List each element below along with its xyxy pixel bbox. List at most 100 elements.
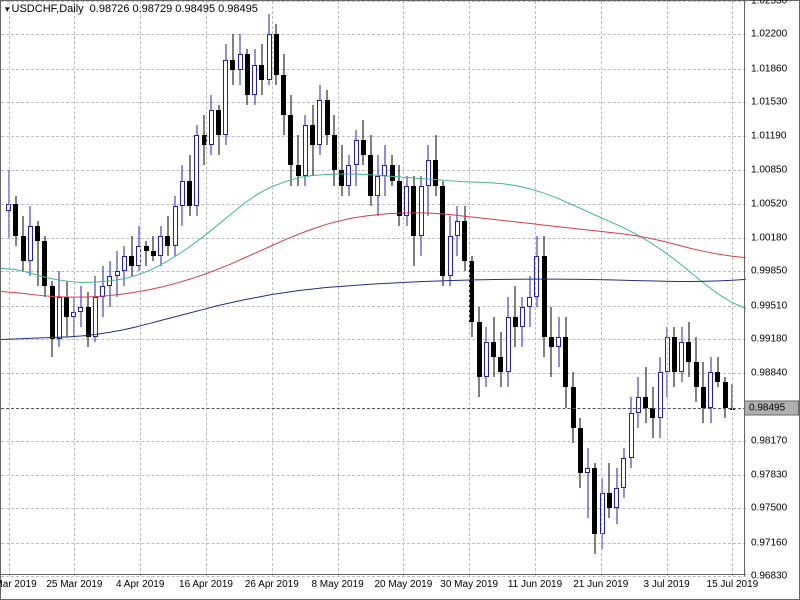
y-tick-label: 1.01190 — [751, 131, 786, 142]
candle — [506, 1, 511, 576]
grid-line-h — [1, 508, 746, 509]
dropdown-icon[interactable]: ▾ — [5, 4, 10, 15]
title-symbol: USDCHF,Daily — [12, 3, 84, 15]
grid-line-h — [1, 102, 746, 103]
grid-line-h — [1, 204, 746, 205]
candle — [592, 1, 597, 576]
x-tick-label: 11 Jun 2019 — [508, 579, 562, 590]
candle — [339, 1, 344, 576]
y-tick-label: 1.01860 — [751, 63, 787, 74]
candle — [607, 1, 612, 576]
x-tick-label: 20 May 2019 — [374, 579, 432, 590]
grid-line-v — [732, 1, 733, 576]
candle — [223, 1, 228, 576]
grid-line-h — [1, 170, 746, 171]
candle — [86, 1, 91, 576]
candle — [643, 1, 648, 576]
candle — [180, 1, 185, 576]
grid-line-v — [535, 1, 536, 576]
candle — [368, 1, 373, 576]
x-tick-label: 8 May 2019 — [311, 579, 363, 590]
candle — [629, 1, 634, 576]
current-price-label: 0.98495 — [744, 401, 799, 416]
grid-line-h — [1, 373, 746, 374]
candle — [491, 1, 496, 576]
y-tick-label: 0.99850 — [751, 266, 787, 277]
chart-area[interactable] — [1, 1, 746, 576]
candle — [64, 1, 69, 576]
grid-line-v — [338, 1, 339, 576]
x-tick-label: 13 Mar 2019 — [0, 579, 37, 590]
candle — [259, 1, 264, 576]
candle — [245, 1, 250, 576]
candle — [274, 1, 279, 576]
candle — [107, 1, 112, 576]
grid-line-h — [1, 475, 746, 476]
candle — [527, 1, 532, 576]
y-axis: 1.025301.022001.018601.015301.011901.008… — [744, 1, 799, 576]
candle — [614, 1, 619, 576]
candle — [542, 1, 547, 576]
x-tick-label: 26 Apr 2019 — [245, 579, 299, 590]
grid-line-h — [1, 306, 746, 307]
candle — [375, 1, 380, 576]
x-tick-label: 21 Jun 2019 — [573, 579, 628, 590]
y-tick-label: 1.00520 — [751, 198, 787, 209]
title-ohlc: 0.98726 0.98729 0.98495 0.98495 — [90, 3, 258, 15]
grid-line-h — [1, 34, 746, 35]
candle — [129, 1, 134, 576]
x-axis: 13 Mar 201925 Mar 20194 Apr 201916 Apr 2… — [1, 574, 746, 599]
candle — [28, 1, 33, 576]
grid-line-v — [140, 1, 141, 576]
y-tick-label: 1.02530 — [751, 0, 787, 7]
candle — [563, 1, 568, 576]
candle — [194, 1, 199, 576]
candle — [686, 1, 691, 576]
grid-line-h — [1, 339, 746, 340]
candle — [35, 1, 40, 576]
candle — [57, 1, 62, 576]
candle — [93, 1, 98, 576]
grid-line-h — [1, 543, 746, 544]
grid-line-h — [1, 238, 746, 239]
y-tick-label: 1.00850 — [751, 165, 787, 176]
candle — [433, 1, 438, 576]
candle — [13, 1, 18, 576]
current-price-line — [1, 408, 746, 409]
candle — [455, 1, 460, 576]
candle — [332, 1, 337, 576]
candle — [694, 1, 699, 576]
candle — [672, 1, 677, 576]
grid-line-h — [1, 1, 746, 2]
candle — [621, 1, 626, 576]
candle — [50, 1, 55, 576]
candle — [165, 1, 170, 576]
grid-line-h — [1, 136, 746, 137]
y-tick-label: 1.02200 — [751, 29, 787, 40]
candle — [679, 1, 684, 576]
candle — [296, 1, 301, 576]
candle — [238, 1, 243, 576]
candle — [484, 1, 489, 576]
x-tick-label: 25 Mar 2019 — [46, 579, 102, 590]
grid-line-h — [1, 69, 746, 70]
candle — [230, 1, 235, 576]
candle — [216, 1, 221, 576]
grid-line-v — [469, 1, 470, 576]
candle — [354, 1, 359, 576]
x-tick-label: 3 Jul 2019 — [644, 579, 690, 590]
candle — [520, 1, 525, 576]
candle — [462, 1, 467, 576]
candle — [708, 1, 713, 576]
candle — [21, 1, 26, 576]
candle — [723, 1, 728, 576]
y-tick-label: 0.97830 — [751, 470, 787, 481]
candle — [585, 1, 590, 576]
candle — [317, 1, 322, 576]
candle — [151, 1, 156, 576]
x-tick-label: 16 Apr 2019 — [179, 579, 233, 590]
grid-line-v — [667, 1, 668, 576]
candle — [173, 1, 178, 576]
candle — [701, 1, 706, 576]
candle — [715, 1, 720, 576]
